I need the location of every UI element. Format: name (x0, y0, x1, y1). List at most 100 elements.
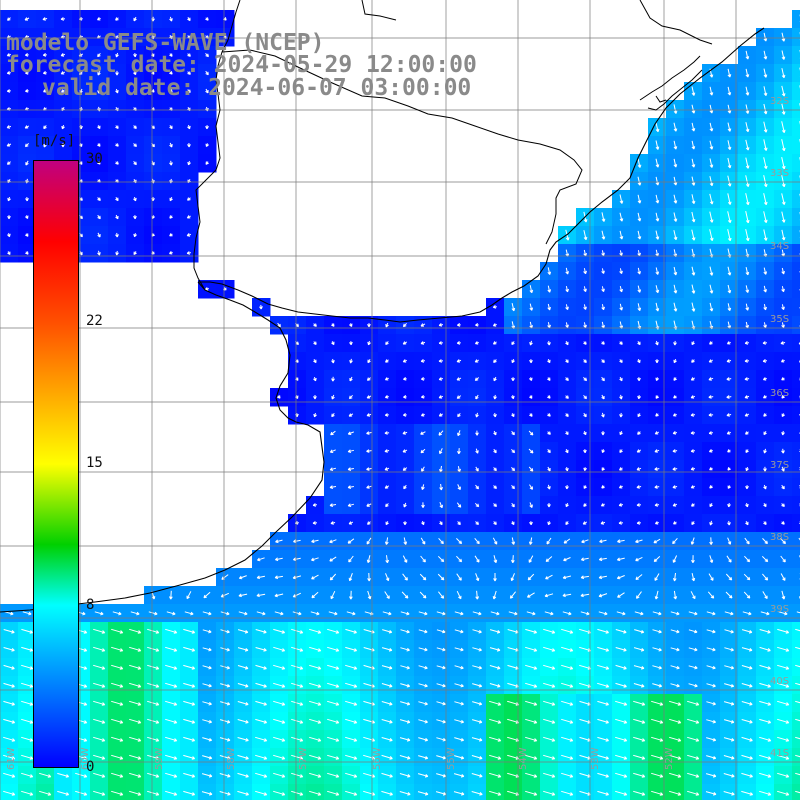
wind-speed-cell (792, 640, 800, 659)
wind-speed-cell (324, 784, 343, 800)
wind-arrow (238, 593, 248, 598)
wind-arrow (400, 647, 410, 652)
colorbar-tick-label: 22 (86, 313, 103, 330)
wind-arrow (205, 125, 209, 130)
wind-arrow (329, 449, 336, 453)
wind-arrow (457, 521, 461, 526)
wind-arrow (183, 628, 196, 634)
wind-arrow (489, 736, 502, 742)
wind-speed-cell (792, 100, 800, 119)
wind-arrow (691, 341, 695, 346)
wind-speed-cell (792, 442, 800, 461)
wind-arrow (402, 359, 407, 363)
wind-arrow (655, 194, 660, 204)
wind-arrow (759, 682, 771, 688)
wind-arrow (205, 161, 209, 165)
wind-arrow (345, 718, 358, 724)
wind-arrow (385, 573, 390, 582)
wind-arrow (745, 210, 750, 224)
latitude-label: 33S (770, 168, 789, 179)
wind-arrow (489, 772, 502, 778)
wind-arrow (238, 575, 247, 580)
wind-speed-cell (792, 46, 800, 65)
wind-arrow (795, 772, 800, 776)
wind-arrow (727, 284, 732, 294)
wind-arrow (709, 537, 713, 545)
wind-arrow (25, 251, 29, 255)
wind-arrow (634, 611, 644, 616)
wind-arrow (255, 664, 267, 670)
wind-arrow (489, 700, 502, 706)
wind-arrow (456, 395, 462, 399)
wind-arrow (741, 719, 753, 724)
wind-arrow (655, 413, 659, 417)
wind-arrow (472, 701, 483, 706)
wind-arrow (727, 211, 732, 224)
wind-arrow (691, 140, 696, 150)
longitude-label: 60W (80, 747, 91, 770)
wind-arrow (345, 754, 358, 760)
wind-speed-cell (630, 784, 649, 800)
wind-arrow (187, 142, 191, 148)
wind-arrow (311, 591, 319, 599)
wind-arrow (565, 359, 569, 364)
wind-arrow (780, 359, 785, 363)
wind-speed-cell (594, 784, 613, 800)
wind-arrow (547, 377, 551, 381)
wind-arrow (636, 503, 642, 507)
wind-arrow (741, 683, 753, 688)
wind-arrow (489, 683, 501, 688)
wind-arrow (402, 573, 408, 581)
wind-arrow (292, 611, 302, 616)
wind-arrow (745, 520, 749, 526)
wind-arrow (547, 267, 552, 275)
wind-arrow (329, 485, 337, 489)
wind-arrow (345, 736, 358, 742)
wind-arrow (421, 502, 425, 508)
wind-arrow (780, 538, 786, 545)
wind-arrow (255, 754, 268, 760)
wind-arrow (777, 700, 790, 706)
wind-arrow (655, 230, 660, 240)
wind-arrow (312, 503, 318, 507)
wind-arrow (313, 395, 317, 400)
wind-arrow (744, 395, 750, 399)
wind-arrow (21, 772, 34, 778)
wind-arrow (60, 53, 66, 57)
wind-arrow (349, 341, 353, 346)
wind-arrow (366, 431, 372, 435)
wind-arrow (311, 574, 319, 580)
wind-arrow (724, 629, 734, 634)
wind-arrow (583, 322, 587, 329)
wind-arrow (381, 701, 393, 706)
wind-arrow (21, 700, 34, 706)
wind-arrow (111, 700, 124, 706)
wind-arrow (691, 176, 696, 186)
wind-arrow (561, 754, 574, 760)
wind-arrow (633, 683, 645, 688)
wind-arrow (165, 628, 178, 634)
wind-arrow (475, 521, 479, 525)
wind-arrow (690, 591, 696, 600)
wind-arrow (205, 143, 210, 147)
wind-arrow (547, 484, 551, 490)
wind-arrow (133, 89, 137, 94)
wind-arrow (328, 611, 338, 616)
wind-arrow (457, 412, 461, 418)
wind-arrow (781, 304, 785, 311)
wind-arrow (472, 683, 483, 688)
wind-arrow (313, 323, 317, 327)
wind-arrow (727, 122, 732, 132)
wind-arrow (43, 142, 47, 148)
wind-arrow (147, 754, 160, 760)
wind-arrow (781, 377, 785, 381)
wind-arrow (331, 341, 335, 346)
wind-arrow (21, 736, 34, 742)
wind-arrow (399, 719, 411, 724)
wind-arrow (115, 52, 119, 58)
wind-arrow (347, 503, 355, 507)
wind-arrow (421, 521, 425, 526)
wind-arrow (795, 628, 800, 632)
wind-speed-cell (270, 784, 289, 800)
wind-arrow (331, 358, 335, 364)
